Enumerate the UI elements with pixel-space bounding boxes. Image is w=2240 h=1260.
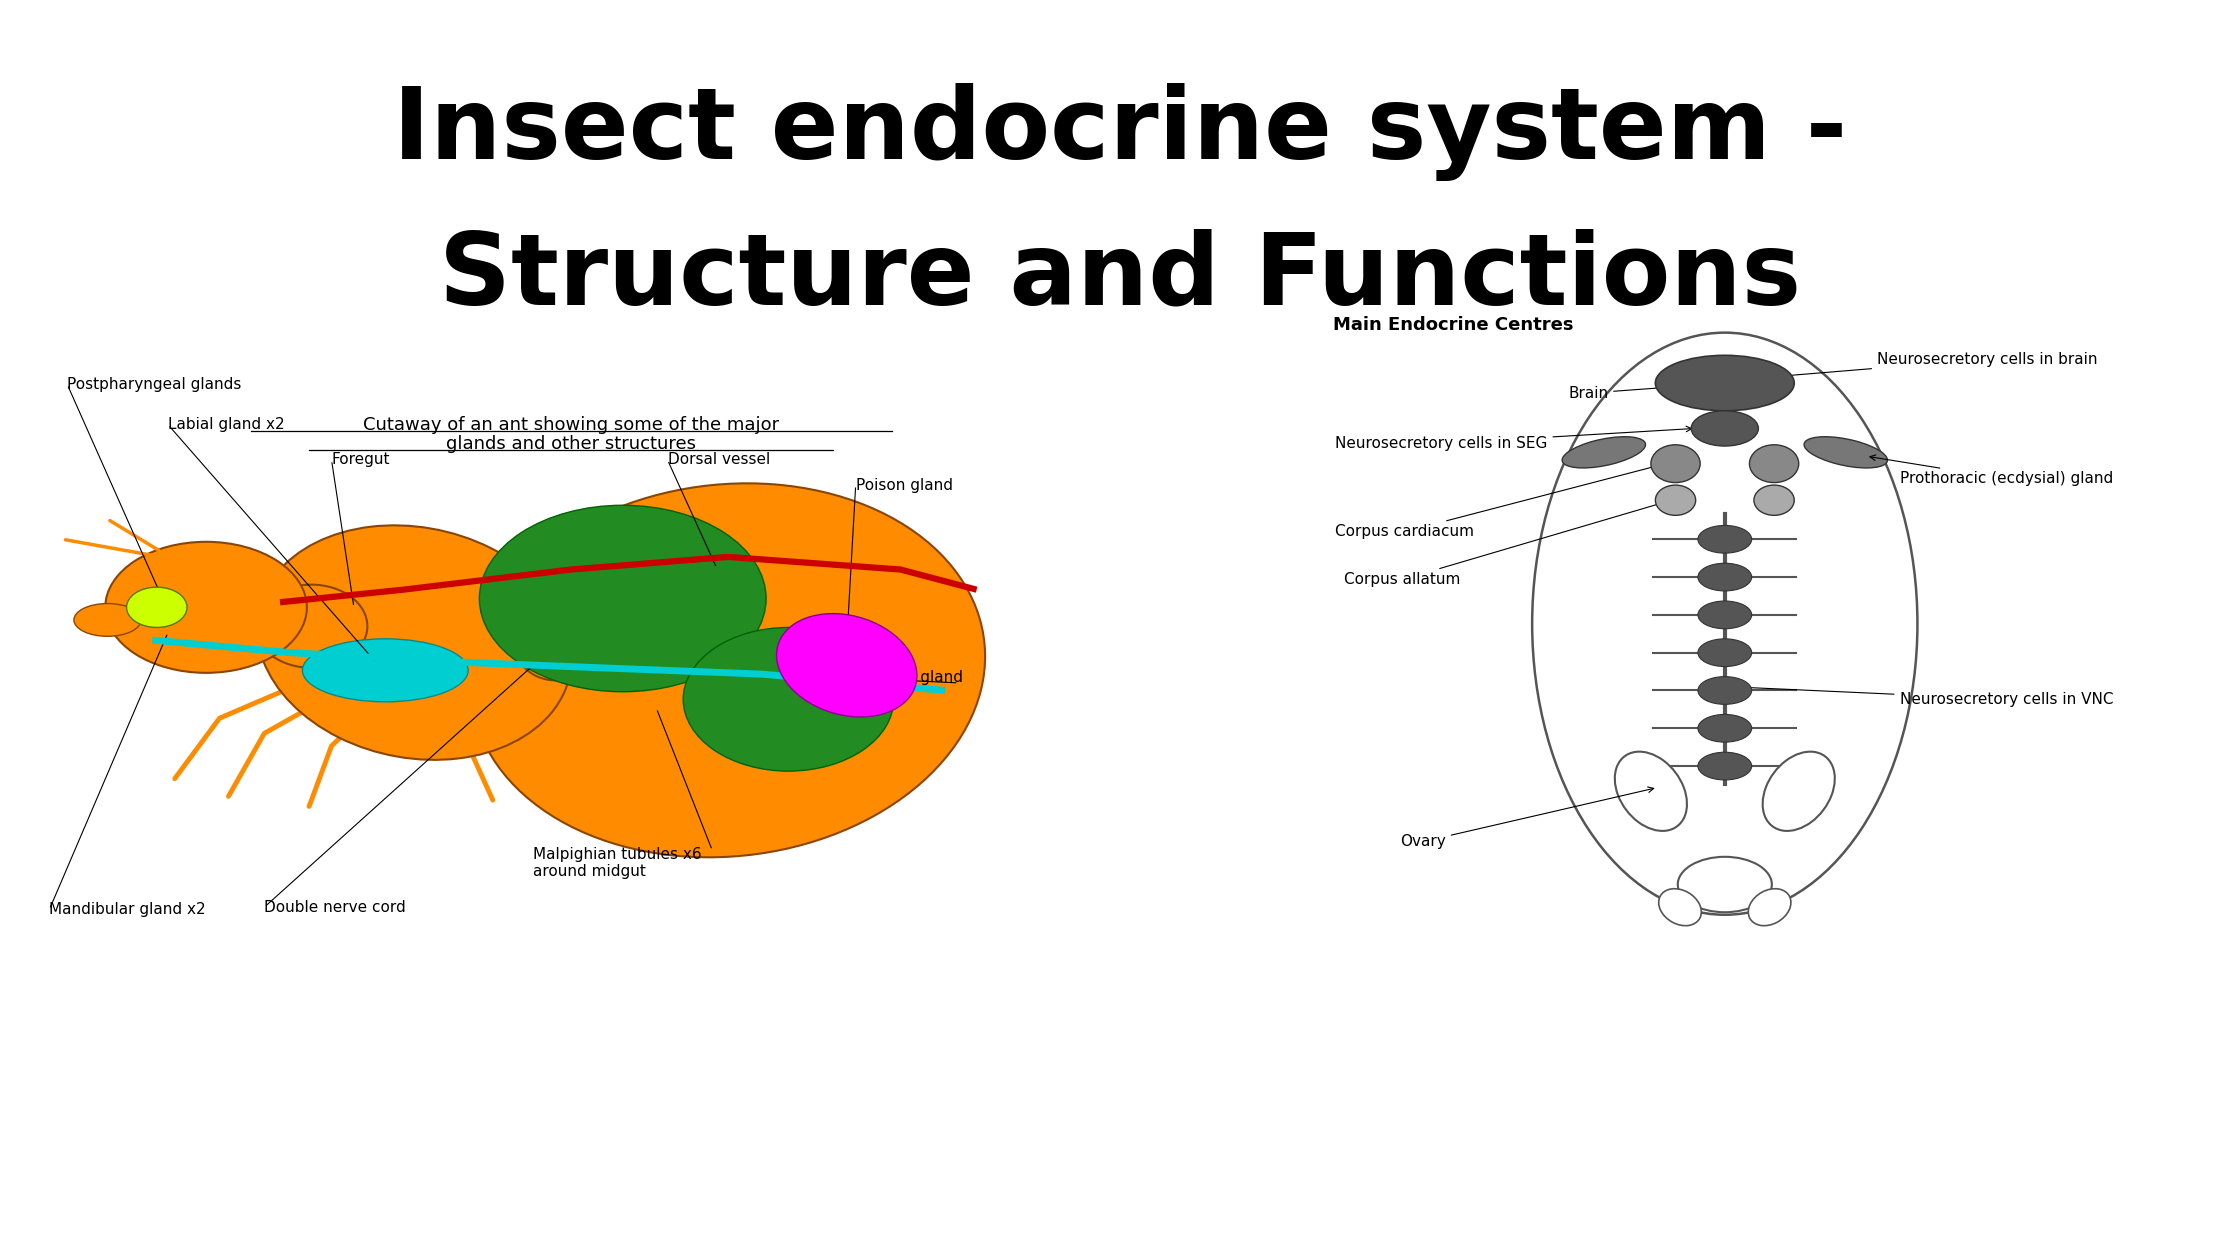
Ellipse shape [777, 614, 916, 717]
Ellipse shape [125, 587, 188, 627]
Text: Corpus allatum: Corpus allatum [1344, 498, 1676, 587]
Ellipse shape [1532, 333, 1917, 915]
Ellipse shape [1754, 485, 1794, 515]
Ellipse shape [1763, 752, 1835, 830]
Text: Main Endocrine Centres: Main Endocrine Centres [1333, 316, 1572, 334]
Ellipse shape [1678, 857, 1772, 912]
Ellipse shape [1698, 752, 1752, 780]
Ellipse shape [1698, 677, 1752, 704]
Text: Insect endocrine system -: Insect endocrine system - [392, 83, 1848, 181]
Text: Malpighian tubules x6
around midgut: Malpighian tubules x6 around midgut [533, 847, 701, 879]
Text: Prothoracic (ecdysial) gland: Prothoracic (ecdysial) gland [1870, 455, 2112, 486]
Text: Brain: Brain [1568, 382, 1705, 401]
Ellipse shape [302, 639, 468, 702]
Text: Neurosecretory cells in brain: Neurosecretory cells in brain [1763, 352, 2097, 381]
Ellipse shape [74, 604, 141, 636]
Ellipse shape [1691, 411, 1758, 446]
Ellipse shape [1803, 437, 1888, 467]
Text: Structure and Functions: Structure and Functions [439, 229, 1801, 325]
Ellipse shape [1698, 563, 1752, 591]
Ellipse shape [255, 585, 367, 668]
Text: Double nerve cord: Double nerve cord [264, 900, 405, 915]
Ellipse shape [1749, 445, 1799, 483]
Ellipse shape [1658, 888, 1702, 926]
Text: glands and other structures: glands and other structures [446, 435, 697, 452]
Ellipse shape [1698, 601, 1752, 629]
Ellipse shape [105, 542, 307, 673]
Ellipse shape [1655, 355, 1794, 411]
Text: Neurosecretory cells in SEG: Neurosecretory cells in SEG [1335, 426, 1691, 451]
Ellipse shape [479, 505, 766, 692]
Ellipse shape [1561, 437, 1646, 467]
Text: Foregut: Foregut [332, 452, 390, 467]
Ellipse shape [1615, 752, 1687, 830]
Text: Dufour's gland: Dufour's gland [851, 670, 963, 685]
Ellipse shape [1651, 445, 1700, 483]
Ellipse shape [470, 484, 986, 857]
Ellipse shape [1655, 485, 1696, 515]
Ellipse shape [258, 525, 571, 760]
Ellipse shape [513, 600, 598, 680]
Text: Neurosecretory cells in VNC: Neurosecretory cells in VNC [1734, 684, 2112, 707]
Ellipse shape [1747, 888, 1792, 926]
Text: Dorsal vessel: Dorsal vessel [668, 452, 771, 467]
Ellipse shape [1698, 525, 1752, 553]
Text: Corpus cardiacum: Corpus cardiacum [1335, 460, 1676, 539]
Text: Labial gland x2: Labial gland x2 [168, 417, 284, 432]
Text: Cutaway of an ant showing some of the major: Cutaway of an ant showing some of the ma… [363, 416, 780, 433]
Text: Mandibular gland x2: Mandibular gland x2 [49, 902, 206, 917]
Text: Ovary: Ovary [1400, 788, 1653, 849]
Text: Postpharyngeal glands: Postpharyngeal glands [67, 377, 242, 392]
Ellipse shape [1698, 639, 1752, 667]
Text: Poison gland: Poison gland [856, 478, 952, 493]
Ellipse shape [683, 627, 894, 771]
Ellipse shape [1698, 714, 1752, 742]
